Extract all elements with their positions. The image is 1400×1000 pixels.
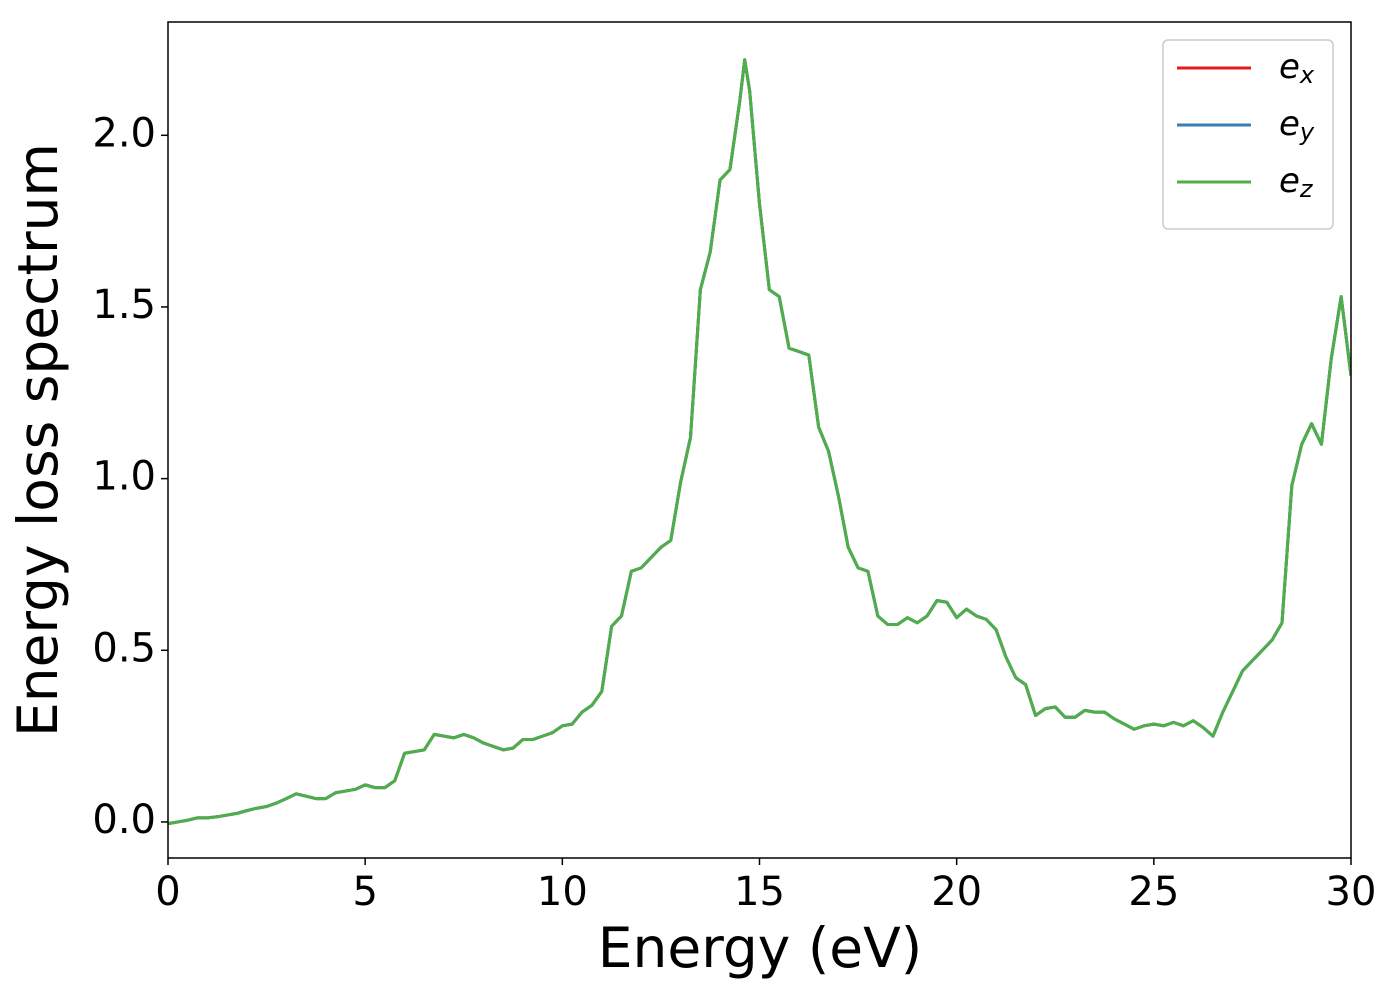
y-tick-label: 2.0 (92, 110, 156, 156)
legend-label-sub: x (1299, 61, 1315, 89)
x-tick-label: 30 (1326, 869, 1377, 915)
legend-label: ez (1279, 161, 1314, 204)
y-axis-label: Energy loss spectrum (6, 143, 70, 737)
legend-label: ey (1279, 104, 1315, 147)
x-tick-label: 25 (1128, 869, 1179, 915)
x-tick-label: 10 (537, 869, 588, 915)
legend-label-sub: y (1299, 118, 1315, 146)
x-tick-label: 20 (931, 869, 982, 915)
y-tick-label: 1.0 (92, 454, 156, 500)
x-tick-label: 5 (352, 869, 377, 915)
x-tick-label: 0 (155, 869, 180, 915)
plot-frame (167, 21, 1352, 859)
y-tick-label: 0.0 (92, 797, 156, 843)
legend-label: ex (1279, 47, 1315, 90)
x-tick-label: 15 (734, 869, 785, 915)
legend-label-main: e (1279, 104, 1300, 144)
legend-label-main: e (1279, 47, 1300, 87)
legend-label-main: e (1279, 161, 1300, 201)
x-axis-label: Energy (eV) (598, 916, 922, 980)
y-tick-label: 0.5 (92, 625, 156, 671)
series-line (168, 58, 1351, 826)
legend-label-sub: z (1299, 175, 1314, 203)
y-tick-label: 1.5 (92, 282, 156, 328)
